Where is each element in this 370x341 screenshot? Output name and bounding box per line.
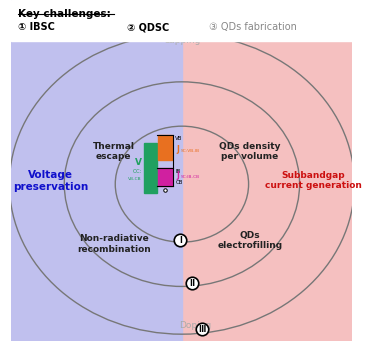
Text: Doping: Doping [179, 321, 212, 330]
Text: ③ QDs fabrication: ③ QDs fabrication [209, 22, 297, 32]
Text: Ⅱ: Ⅱ [189, 279, 195, 287]
Text: Capping: Capping [163, 36, 201, 45]
Text: IB: IB [175, 169, 181, 174]
Bar [11, 0, 352, 41]
Text: SC:VB-IB: SC:VB-IB [181, 149, 201, 153]
Text: VB: VB [175, 136, 183, 141]
Text: J: J [177, 145, 180, 154]
Text: SC:IB-CB: SC:IB-CB [181, 175, 201, 179]
Text: OC:: OC: [133, 169, 142, 174]
Text: Non-radiative
recombination: Non-radiative recombination [77, 234, 151, 253]
Text: Subbandgap
current generation: Subbandgap current generation [265, 171, 361, 190]
Text: Key challenges:: Key challenges: [18, 9, 111, 18]
Text: V: V [135, 159, 142, 167]
Bar [158, 168, 172, 186]
Text: J: J [177, 171, 180, 180]
Text: QDs density
per volume: QDs density per volume [219, 142, 281, 161]
Text: ① IBSC: ① IBSC [18, 22, 55, 32]
Text: Ⅲ: Ⅲ [199, 325, 206, 333]
Text: Voltage
preservation: Voltage preservation [13, 170, 88, 192]
Text: Thermal
escape: Thermal escape [93, 142, 135, 161]
Text: VB-CB: VB-CB [128, 177, 142, 181]
Bar [158, 135, 172, 160]
Bar [144, 143, 157, 193]
Bar [11, 0, 182, 341]
Text: QDs
electrofilling: QDs electrofilling [218, 231, 283, 250]
Text: CB: CB [175, 180, 183, 185]
Text: ② QDSC: ② QDSC [127, 22, 169, 32]
Text: Ⅰ: Ⅰ [179, 236, 182, 245]
